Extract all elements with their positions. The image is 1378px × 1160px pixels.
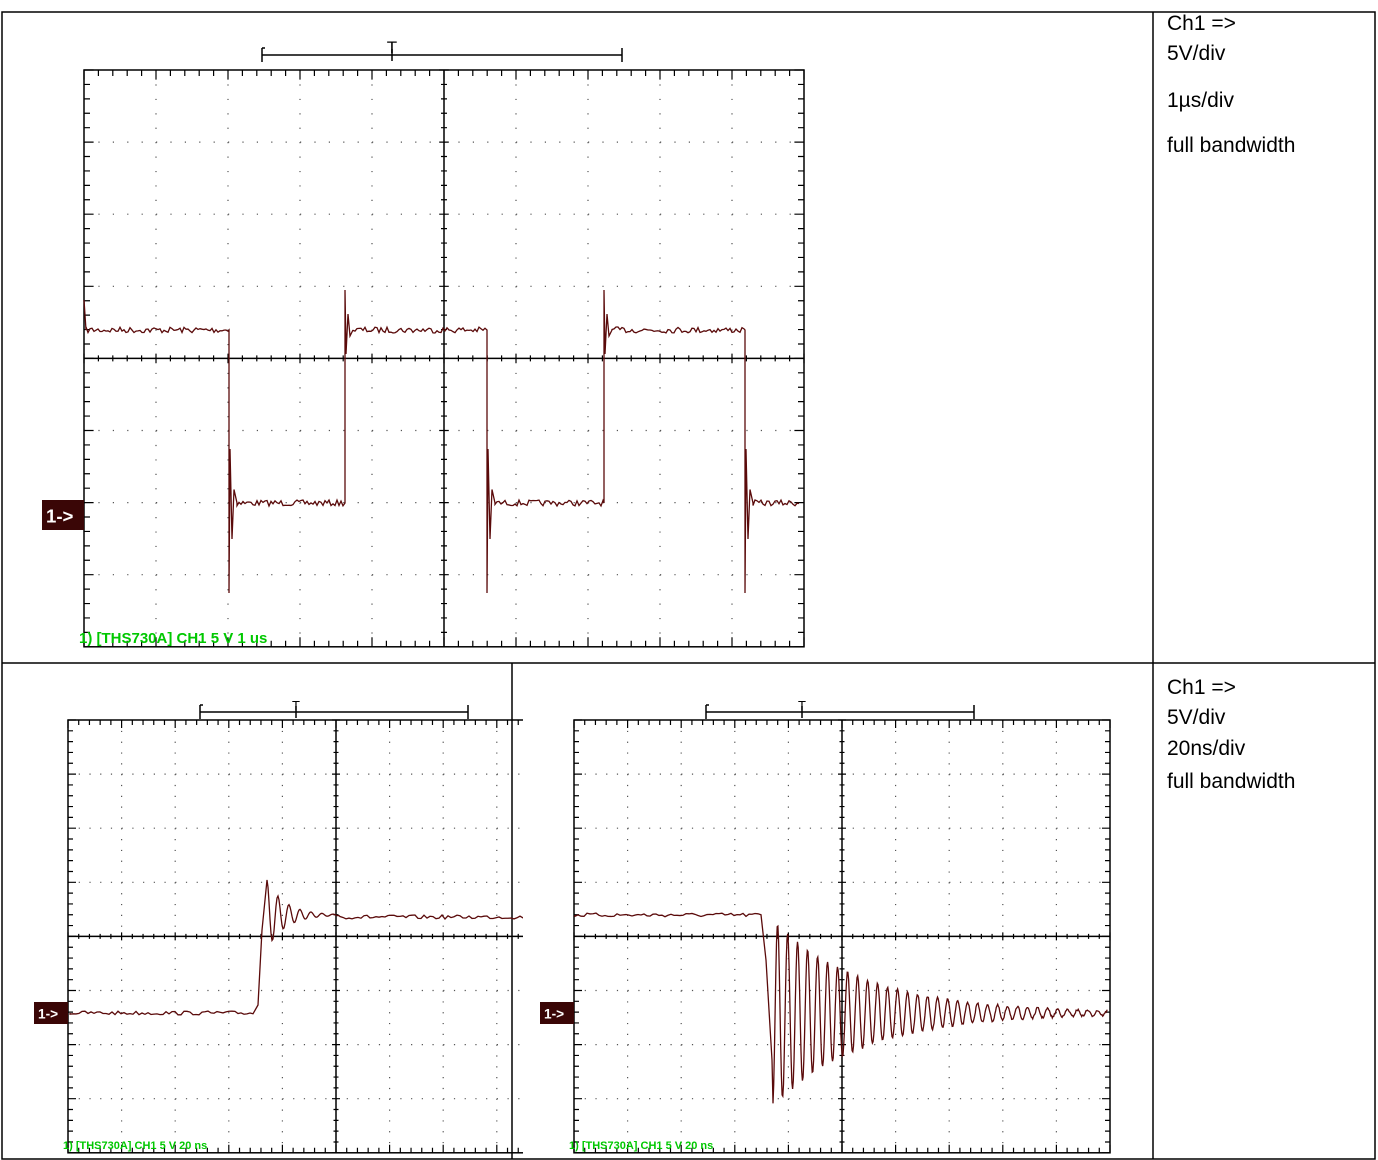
trigger-bar: [705, 704, 975, 719]
ticks: [67, 719, 519, 1154]
channel-marker-box: [540, 1002, 574, 1024]
note: 20ns/div: [1167, 737, 1246, 760]
scopes: T 1-> 1) [THS730A] CH1 5 V 1 us T 1-> 1) [THS…: [34, 38, 1111, 1154]
channel-marker-box: [42, 500, 84, 530]
scope-status: 1) [THS730A] CH1 5 V 20 ns: [63, 1140, 207, 1152]
scope-status: 1) [THS730A] CH1 5 V 20 ns: [569, 1140, 713, 1152]
oscilloscope: T 1-> 1) [THS730A] CH1 5 V 1 us: [42, 38, 805, 648]
note: full bandwidth: [1167, 134, 1295, 157]
ticks: [83, 69, 805, 648]
scope-status: 1) [THS730A] CH1 5 V 1 us: [79, 630, 267, 647]
table-border: [1, 11, 1376, 1160]
trigger-marker: T: [387, 38, 397, 57]
trigger-bar: [261, 47, 623, 62]
note: Ch1 =>: [1167, 676, 1236, 699]
trigger-bar: [199, 704, 469, 719]
waveform: [69, 879, 523, 1016]
channel-marker: 1->: [544, 1007, 564, 1022]
trigger-marker: T: [292, 698, 300, 713]
note: Ch1 =>: [1167, 12, 1236, 35]
channel-marker: 1->: [46, 506, 74, 527]
waveform: [574, 912, 1108, 1104]
waveform: [83, 289, 800, 594]
note: 1µs/div: [1167, 89, 1234, 112]
trigger-marker: T: [798, 698, 806, 713]
note: 5V/div: [1167, 706, 1226, 729]
channel-marker: 1->: [38, 1007, 58, 1022]
oscilloscope: T 1-> 1) [THS730A] CH1 5 V 20 ns: [540, 698, 1111, 1154]
channel-marker-box: [34, 1002, 68, 1024]
note: full bandwidth: [1167, 770, 1295, 793]
note: 5V/div: [1167, 42, 1226, 65]
oscilloscope: T 1-> 1) [THS730A] CH1 5 V 20 ns: [34, 698, 523, 1154]
